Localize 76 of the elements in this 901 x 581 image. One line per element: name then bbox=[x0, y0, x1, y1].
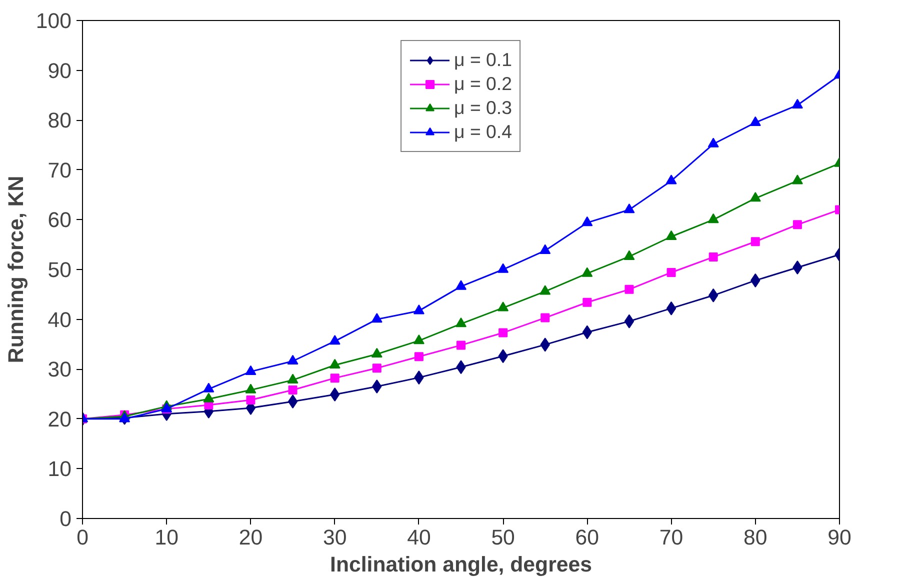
point bbox=[288, 386, 298, 395]
point bbox=[582, 298, 592, 307]
point bbox=[413, 334, 424, 344]
point bbox=[792, 98, 803, 109]
point bbox=[582, 267, 593, 277]
point bbox=[413, 304, 424, 314]
point bbox=[624, 314, 634, 328]
x-tick-label: 70 bbox=[659, 526, 684, 550]
point bbox=[330, 388, 340, 402]
legend-label: μ = 0.4 bbox=[454, 121, 512, 143]
point bbox=[371, 313, 382, 323]
y-tick-label: 80 bbox=[48, 108, 72, 133]
point bbox=[582, 216, 593, 226]
x-tick-label: 40 bbox=[407, 526, 431, 550]
point bbox=[708, 138, 719, 148]
point bbox=[540, 244, 551, 254]
y-tick-label: 40 bbox=[48, 308, 72, 332]
point bbox=[750, 237, 760, 246]
point bbox=[246, 395, 256, 404]
point bbox=[624, 250, 635, 260]
y-tick-label: 10 bbox=[48, 457, 72, 482]
x-tick-label: 30 bbox=[322, 526, 347, 550]
y-tick-label: 90 bbox=[48, 58, 72, 83]
point bbox=[498, 328, 508, 338]
y-tick-label: 50 bbox=[48, 258, 72, 282]
point bbox=[119, 412, 130, 422]
legend-label: μ = 0.1 bbox=[454, 49, 512, 71]
point bbox=[330, 374, 340, 383]
point bbox=[540, 285, 551, 295]
point bbox=[329, 334, 340, 345]
point bbox=[666, 174, 677, 184]
point bbox=[371, 348, 382, 358]
point bbox=[792, 220, 802, 230]
point bbox=[456, 280, 466, 290]
point bbox=[750, 116, 761, 126]
y-tick-label: 0 bbox=[60, 507, 72, 531]
point bbox=[792, 174, 803, 184]
point bbox=[372, 364, 382, 373]
x-tick-label: 60 bbox=[575, 526, 600, 550]
x-tick-label: 90 bbox=[828, 526, 852, 550]
point bbox=[666, 268, 676, 277]
point bbox=[414, 352, 424, 362]
point bbox=[624, 203, 635, 214]
point bbox=[287, 354, 298, 365]
x-tick-label: 20 bbox=[238, 526, 263, 550]
y-tick-label: 100 bbox=[36, 9, 72, 33]
point bbox=[245, 365, 256, 375]
y-tick-label: 70 bbox=[48, 158, 72, 182]
x-tick-label: 0 bbox=[76, 526, 89, 550]
point bbox=[666, 301, 676, 316]
point bbox=[329, 358, 340, 369]
y-tick-label: 60 bbox=[48, 208, 72, 232]
point bbox=[287, 374, 298, 384]
point bbox=[498, 263, 509, 273]
legend-label: μ = 0.3 bbox=[454, 97, 512, 119]
x-tick-label: 10 bbox=[154, 526, 179, 550]
point bbox=[708, 213, 719, 224]
y-tick-label: 30 bbox=[48, 358, 72, 382]
point bbox=[288, 394, 298, 408]
point bbox=[624, 284, 634, 294]
legend-label: μ = 0.2 bbox=[454, 73, 512, 95]
point bbox=[456, 340, 466, 350]
point bbox=[750, 192, 761, 202]
point bbox=[203, 382, 214, 392]
point bbox=[540, 313, 550, 322]
x-axis-title: Inclination angle, degrees bbox=[330, 552, 592, 576]
point bbox=[245, 384, 256, 394]
x-tick-label: 80 bbox=[744, 526, 768, 550]
point bbox=[203, 392, 214, 402]
point bbox=[708, 252, 718, 262]
point bbox=[498, 302, 509, 312]
point bbox=[666, 230, 677, 240]
point bbox=[456, 318, 466, 328]
y-tick-label: 20 bbox=[48, 407, 72, 432]
x-tick-label: 50 bbox=[491, 526, 516, 550]
y-axis-title: Running force, KN bbox=[4, 176, 28, 364]
